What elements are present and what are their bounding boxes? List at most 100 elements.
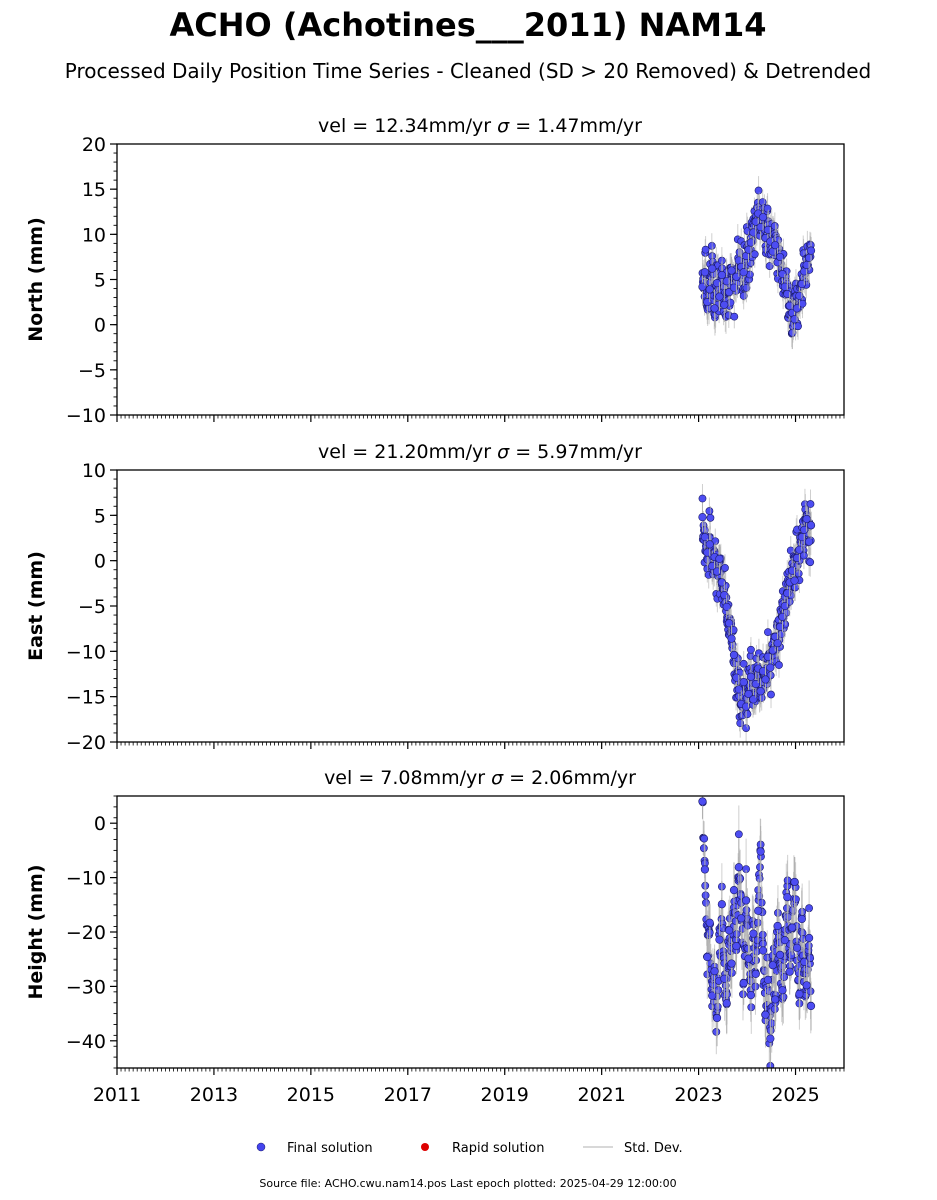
data-point-north xyxy=(797,279,806,289)
data-point-east xyxy=(751,679,760,689)
panel-title-east: vel = 21.20mm/yr σ = 5.97mm/yr xyxy=(318,441,642,463)
data-point-height xyxy=(805,933,814,943)
data-point-east xyxy=(732,673,741,682)
data-point-height xyxy=(806,954,815,962)
panel-title-north: vel = 12.34mm/yr σ = 1.47mm/yr xyxy=(318,115,642,137)
y-tick-label-east: 5 xyxy=(94,505,106,527)
data-point-east xyxy=(712,567,722,576)
data-point-height xyxy=(761,1010,770,1019)
data-point-height xyxy=(773,921,782,931)
panel-title-vel: vel = 7.08mm/yr xyxy=(324,767,491,789)
data-point-height xyxy=(802,981,811,990)
data-point-east xyxy=(700,532,710,542)
data-point-height xyxy=(712,1013,722,1023)
x-tick-label-height: 2013 xyxy=(190,1084,238,1106)
data-point-north xyxy=(710,304,719,313)
data-point-height xyxy=(703,952,712,962)
x-tick-label-height: 2017 xyxy=(384,1084,432,1106)
data-point-north xyxy=(750,250,759,259)
y-tick-label-north: 20 xyxy=(82,134,106,156)
figure-subtitle: Processed Daily Position Time Series - C… xyxy=(65,59,871,83)
data-point-height xyxy=(737,914,746,923)
data-point-north xyxy=(775,252,785,262)
data-point-east xyxy=(805,537,814,546)
data-point-north xyxy=(700,268,710,277)
data-point-height xyxy=(754,906,763,915)
data-point-height xyxy=(700,865,710,874)
data-point-east xyxy=(698,513,707,522)
data-point-height xyxy=(806,1001,816,1011)
data-point-north xyxy=(790,315,799,324)
data-point-east xyxy=(780,601,789,611)
y-tick-label-height: −40 xyxy=(66,1031,106,1053)
data-point-north xyxy=(749,228,758,237)
data-point-height xyxy=(778,986,787,995)
data-point-north xyxy=(715,292,724,301)
legend: Final solution Rapid solution Std. Dev. xyxy=(256,1141,683,1156)
data-point-east xyxy=(806,521,816,530)
data-point-east xyxy=(739,659,748,668)
data-point-north xyxy=(732,272,741,281)
y-tick-label-height: −20 xyxy=(66,922,106,944)
figure-title: ACHO (Achotines___2011) NAM14 xyxy=(169,6,766,44)
data-point-east xyxy=(764,628,772,637)
data-point-north xyxy=(754,186,763,195)
data-point-height xyxy=(788,923,797,932)
y-tick-label-height: −10 xyxy=(66,868,106,890)
data-point-height xyxy=(715,935,724,944)
data-point-east xyxy=(792,553,802,563)
data-point-east xyxy=(722,602,731,612)
data-point-east xyxy=(797,532,806,542)
legend-label-stddev: Std. Dev. xyxy=(624,1141,683,1156)
data-point-height xyxy=(792,895,800,904)
data-point-height xyxy=(779,992,788,1001)
data-point-height xyxy=(734,830,743,839)
data-point-north xyxy=(785,301,794,310)
data-point-north xyxy=(794,322,802,331)
x-tick-label-height: 2015 xyxy=(287,1084,335,1106)
data-point-east xyxy=(775,622,785,631)
data-layer-height xyxy=(698,796,816,1068)
data-point-height xyxy=(780,936,789,945)
y-tick-label-height: −30 xyxy=(66,976,106,998)
data-point-east xyxy=(721,563,729,572)
data-point-north xyxy=(765,262,774,270)
data-point-east xyxy=(763,652,773,661)
data-point-height xyxy=(744,954,753,963)
data-point-east xyxy=(727,634,736,643)
y-tick-label-east: −20 xyxy=(66,732,106,754)
data-point-north xyxy=(795,291,804,300)
data-point-east xyxy=(706,513,715,522)
data-point-north xyxy=(746,238,756,247)
y-tick-label-east: 0 xyxy=(94,551,106,573)
data-point-height xyxy=(767,1019,776,1028)
panel-title-sigma-symbol: σ xyxy=(491,767,504,789)
data-point-east xyxy=(715,554,724,563)
data-point-east xyxy=(802,514,811,524)
data-point-north xyxy=(698,282,707,291)
data-point-height xyxy=(775,950,785,959)
data-point-height xyxy=(727,959,736,968)
data-point-north xyxy=(722,277,731,286)
panel-title-vel: vel = 21.20mm/yr xyxy=(318,441,497,463)
data-point-height xyxy=(783,893,792,902)
data-point-east xyxy=(768,646,777,655)
data-point-east xyxy=(717,578,726,587)
y-axis-label-north: North (mm) xyxy=(25,217,47,342)
data-point-east xyxy=(746,672,756,681)
y-axis-label-height: Height (mm) xyxy=(25,864,47,999)
data-point-height xyxy=(710,967,719,976)
panel-north: vel = 12.34mm/yr σ = 1.47mm/yr North (mm)… xyxy=(25,115,845,427)
data-point-east xyxy=(773,639,782,648)
data-point-height xyxy=(722,999,731,1008)
legend-marker-final xyxy=(256,1142,266,1152)
panel-title-sigma: = 5.97mm/yr xyxy=(509,441,642,463)
data-point-north xyxy=(780,282,789,291)
data-point-east xyxy=(790,576,799,585)
y-tick-label-east: −15 xyxy=(66,687,106,709)
panel-title-sigma: = 1.47mm/yr xyxy=(509,115,642,137)
data-point-height xyxy=(700,834,709,843)
data-point-north xyxy=(771,241,780,250)
y-tick-label-east: −5 xyxy=(78,596,106,618)
data-point-height xyxy=(800,957,809,967)
